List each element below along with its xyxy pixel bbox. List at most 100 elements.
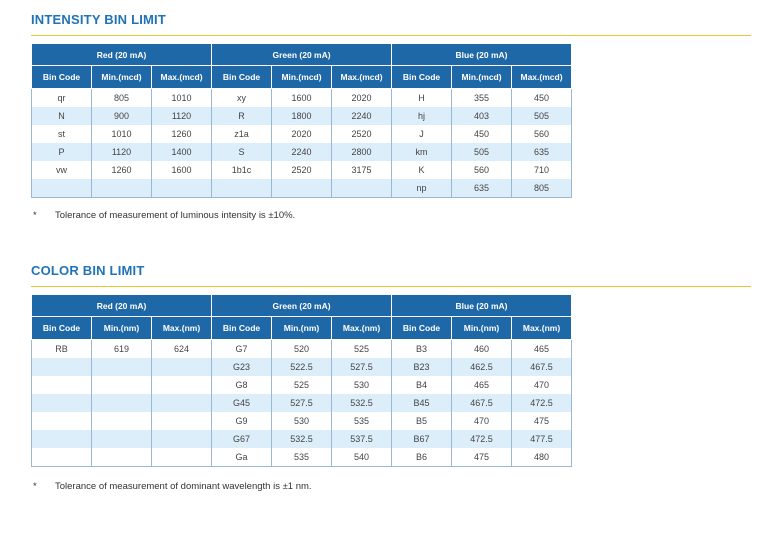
table-cell: 624 — [150, 339, 213, 358]
table-cell — [150, 412, 213, 430]
table-cell: G45 — [211, 394, 273, 412]
column-header: Bin Code — [31, 316, 92, 340]
table-cell: G23 — [211, 358, 273, 376]
intensity-group-green: Green (20 mA) — [211, 43, 393, 66]
table-cell: 505 — [451, 143, 513, 161]
table-cell — [91, 430, 152, 448]
table-cell: B6 — [391, 448, 453, 467]
table-row: RB 619 624 G7 520 525 B3 460 465 — [31, 339, 573, 358]
table-cell — [150, 394, 213, 412]
table-row: G9 530 535 B5 470 475 — [31, 412, 573, 430]
table-cell: G8 — [211, 376, 273, 394]
table-cell: 462.5 — [451, 358, 513, 376]
table-cell: 1400 — [150, 143, 213, 161]
table-cell: B5 — [391, 412, 453, 430]
table-cell: G9 — [211, 412, 273, 430]
column-header: Min.(nm) — [91, 316, 152, 340]
table-cell: 1600 — [271, 88, 333, 107]
table-cell: 2020 — [271, 125, 333, 143]
table-cell: B45 — [391, 394, 453, 412]
table-cell: 535 — [331, 412, 393, 430]
table-cell: 537.5 — [331, 430, 393, 448]
table-cell — [31, 448, 92, 467]
table-cell: 450 — [451, 125, 513, 143]
table-cell: 619 — [91, 339, 152, 358]
table-cell — [91, 376, 152, 394]
table-cell: 635 — [451, 179, 513, 198]
table-cell: 1260 — [91, 161, 152, 179]
color-note-text: Tolerance of measurement of dominant wav… — [55, 481, 312, 492]
table-cell: 635 — [511, 143, 573, 161]
table-cell: R — [211, 107, 273, 125]
column-header: Min.(mcd) — [91, 65, 152, 89]
table-cell: 450 — [511, 88, 573, 107]
table-cell: st — [31, 125, 92, 143]
table-cell — [150, 376, 213, 394]
table-row: Ga 535 540 B6 475 480 — [31, 448, 573, 467]
table-cell: 1010 — [91, 125, 152, 143]
table-cell: 527.5 — [271, 394, 333, 412]
table-cell: 1120 — [91, 143, 152, 161]
table-cell: P — [31, 143, 92, 161]
intensity-table-body: qr 805 1010 xy 1600 2020 H 355 450 N 900 1120 R 1800 2… — [31, 88, 573, 198]
table-cell — [31, 394, 92, 412]
table-cell: 460 — [451, 339, 513, 358]
table-cell: z1a — [211, 125, 273, 143]
table-cell: 535 — [271, 448, 333, 467]
table-row: G23 522.5 527.5 B23 462.5 467.5 — [31, 358, 573, 376]
table-cell: 560 — [511, 125, 573, 143]
table-cell: Ga — [211, 448, 273, 467]
table-cell: 1600 — [150, 161, 213, 179]
color-group-green: Green (20 mA) — [211, 294, 393, 317]
table-cell: 532.5 — [271, 430, 333, 448]
color-note: * Tolerance of measurement of dominant wa… — [33, 481, 312, 492]
table-cell — [31, 376, 92, 394]
table-row: G45 527.5 532.5 B45 467.5 472.5 — [31, 394, 573, 412]
intensity-note: * Tolerance of measurement of luminous in… — [33, 210, 295, 221]
table-cell: 2020 — [331, 88, 393, 107]
table-cell: 560 — [451, 161, 513, 179]
table-cell: B4 — [391, 376, 453, 394]
intensity-group-blue: Blue (20 mA) — [391, 43, 573, 66]
color-title-rule — [31, 286, 751, 287]
table-cell — [91, 179, 152, 198]
table-cell: 1b1c — [211, 161, 273, 179]
table-cell: 525 — [331, 339, 393, 358]
table-cell — [211, 179, 273, 198]
table-cell: B23 — [391, 358, 453, 376]
table-row: vw 1260 1600 1b1c 2520 3175 K 560 710 — [31, 161, 573, 179]
table-row: np 635 805 — [31, 179, 573, 198]
table-cell: vw — [31, 161, 92, 179]
column-header: Max.(mcd) — [511, 65, 573, 89]
column-header: Max.(nm) — [331, 316, 393, 340]
table-row: N 900 1120 R 1800 2240 hj 403 505 — [31, 107, 573, 125]
table-cell: 1120 — [150, 107, 213, 125]
table-cell: 355 — [451, 88, 513, 107]
column-header: Min.(nm) — [451, 316, 513, 340]
table-cell: 2240 — [331, 107, 393, 125]
table-cell — [31, 358, 92, 376]
table-cell: 1260 — [150, 125, 213, 143]
table-cell: 530 — [331, 376, 393, 394]
column-header: Max.(mcd) — [331, 65, 393, 89]
table-row: qr 805 1010 xy 1600 2020 H 355 450 — [31, 88, 573, 107]
table-row: G8 525 530 B4 465 470 — [31, 376, 573, 394]
table-cell: xy — [211, 88, 273, 107]
table-cell: 1010 — [150, 88, 213, 107]
table-cell: K — [391, 161, 453, 179]
column-header: Min.(mcd) — [271, 65, 333, 89]
table-cell — [271, 179, 333, 198]
column-header: Bin Code — [211, 316, 273, 340]
intensity-group-red: Red (20 mA) — [30, 43, 213, 66]
table-cell: G7 — [211, 339, 273, 358]
table-cell: 505 — [511, 107, 573, 125]
table-cell: 2240 — [271, 143, 333, 161]
table-cell: 465 — [451, 376, 513, 394]
table-cell: 530 — [271, 412, 333, 430]
table-cell: 472.5 — [451, 430, 513, 448]
table-cell: H — [391, 88, 453, 107]
table-cell: 2520 — [331, 125, 393, 143]
table-cell: 475 — [511, 412, 573, 430]
color-group-blue: Blue (20 mA) — [391, 294, 573, 317]
note-asterisk: * — [33, 210, 37, 221]
